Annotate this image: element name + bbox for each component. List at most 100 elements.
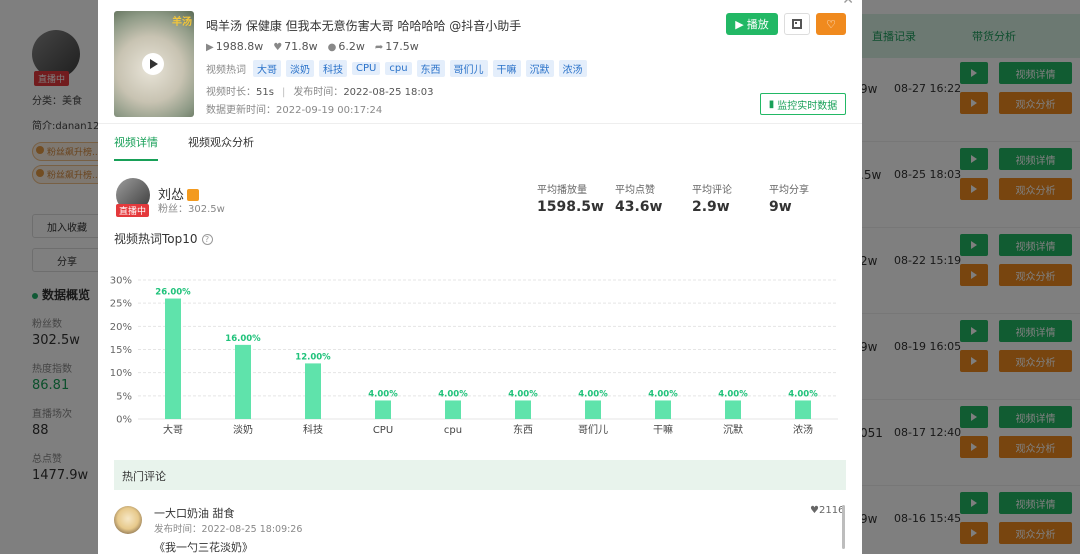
author-live-badge: 直播中: [116, 204, 150, 217]
comment-count: ● 6.2w: [327, 40, 365, 53]
bar[interactable]: [515, 400, 531, 419]
bar[interactable]: [585, 400, 601, 419]
author-name[interactable]: 刘怂: [158, 184, 200, 203]
video-detail-modal: ✕ 羊汤 喝羊汤 保健康 但我本无意伤害大哥 哈哈哈哈 @抖音小助手 ▶ 1988…: [98, 0, 862, 554]
update-time: 数据更新时间：2022-09-19 00:17:24: [206, 105, 383, 116]
close-icon[interactable]: ✕: [842, 0, 854, 8]
play-count: ▶ 1988.8w: [206, 40, 264, 53]
avg-plays: 平均播放量 1598.5w: [537, 185, 604, 215]
x-tick-label: 东西: [513, 423, 533, 436]
hot-word-tag[interactable]: 淡奶: [286, 60, 314, 77]
favorite-button[interactable]: ♡: [816, 13, 846, 35]
bar-value-label: 4.00%: [438, 389, 468, 399]
comment-icon: ●: [327, 42, 337, 53]
like-count: ♥ 71.8w: [273, 40, 318, 53]
y-tick-label: 10%: [110, 368, 132, 379]
author-info: 直播中 刘怂 粉丝：302.5w: [114, 178, 244, 218]
x-tick-label: CPU: [373, 425, 393, 436]
chart-title: 视频热词Top10?: [114, 230, 213, 247]
hot-word-tag[interactable]: 科技: [319, 60, 347, 77]
comments-scrollbar[interactable]: [842, 505, 845, 549]
avg-shares: 平均分享 9w: [769, 185, 809, 215]
bar-value-label: 12.00%: [295, 352, 331, 362]
video-title: 喝羊汤 保健康 但我本无意伤害大哥 哈哈哈哈 @抖音小助手: [206, 19, 522, 33]
thumbnail-tag: 羊汤: [172, 17, 192, 28]
tab-video-detail[interactable]: 视频详情: [114, 134, 158, 161]
comment-likes: ♥2116: [810, 505, 845, 516]
bar-value-label: 4.00%: [578, 389, 608, 399]
bar-value-label: 4.00%: [718, 389, 748, 399]
x-tick-label: 科技: [303, 423, 323, 436]
hot-word-tag[interactable]: 浓汤: [558, 60, 587, 77]
share-icon: ➦: [374, 42, 384, 53]
bar-value-label: 4.00%: [648, 389, 678, 399]
heart-outline-icon: ♡: [826, 17, 836, 31]
bar-chart-icon: ▮: [768, 98, 775, 110]
x-tick-label: 淡奶: [233, 424, 253, 436]
video-stats: ▶ 1988.8w ♥ 71.8w ● 6.2w ➦ 17.5w: [206, 40, 419, 53]
hot-words-bar-chart: 0% 5% 10% 15% 20% 25% 30% 26.00% 大哥 16.00% 淡奶 12.00…: [110, 276, 838, 436]
bar-value-label: 26.00%: [155, 288, 191, 298]
bar-value-label: 4.00%: [368, 389, 398, 399]
play-icon[interactable]: [142, 53, 164, 75]
comment-avatar[interactable]: [114, 506, 142, 534]
hot-word-tag[interactable]: 沉默: [525, 60, 554, 77]
bar[interactable]: [795, 400, 811, 419]
x-tick-label: 浓汤: [793, 423, 813, 436]
hot-word-tag[interactable]: 干嘛: [492, 60, 521, 77]
tab-audience-analysis[interactable]: 视频观众分析: [188, 136, 254, 149]
bar[interactable]: [375, 400, 391, 419]
hot-words-label: 视频热词: [206, 65, 246, 76]
qr-code-button[interactable]: [784, 13, 810, 35]
y-tick-label: 20%: [110, 322, 132, 333]
comment-user: 一大口奶油 甜食: [154, 507, 235, 520]
play-button[interactable]: ▶ 播放: [726, 13, 778, 35]
video-hot-words: 视频热词 大哥 淡奶 科技 CPU cpu 东西 哥们儿 干嘛 沉默 浓汤: [206, 60, 587, 77]
bar[interactable]: [305, 363, 321, 419]
verified-badge-icon: [187, 188, 200, 201]
share-count: ➦ 17.5w: [374, 40, 419, 53]
bar[interactable]: [235, 344, 251, 419]
video-meta: 视频时长：51s | 发布时间：2022-08-25 18:03: [206, 87, 434, 98]
play-count-icon: ▶: [206, 42, 214, 53]
hot-word-tag[interactable]: 东西: [416, 60, 445, 77]
hot-word-tag[interactable]: CPU: [352, 62, 381, 75]
comment-text: 《我一勺三花淡奶》: [154, 541, 253, 554]
bar[interactable]: [165, 298, 181, 419]
bar[interactable]: [725, 400, 741, 419]
x-tick-label: 哥们儿: [578, 423, 608, 436]
video-duration: 51s: [256, 87, 274, 98]
hot-word-tag[interactable]: 大哥: [253, 60, 281, 77]
video-header: 羊汤 喝羊汤 保健康 但我本无意伤害大哥 哈哈哈哈 @抖音小助手 ▶ 1988.8…: [114, 11, 846, 119]
monitor-realtime-button[interactable]: ▮ 监控实时数据: [760, 93, 846, 115]
y-tick-label: 30%: [110, 276, 132, 287]
bar-value-label: 4.00%: [788, 389, 818, 399]
comment-time: 发布时间：2022-08-25 18:09:26: [154, 524, 303, 535]
bar-value-label: 16.00%: [225, 334, 261, 344]
y-tick-label: 5%: [116, 391, 132, 402]
x-tick-label: 大哥: [163, 423, 183, 436]
heart-icon: ♥: [810, 505, 819, 516]
hot-word-tag[interactable]: 哥们儿: [449, 60, 488, 77]
y-tick-label: 25%: [110, 299, 132, 310]
avg-comments: 平均评论 2.9w: [692, 185, 732, 215]
x-tick-label: cpu: [444, 425, 462, 436]
publish-time: 2022-08-25 18:03: [343, 87, 434, 98]
bar[interactable]: [655, 400, 671, 419]
divider: [98, 123, 862, 124]
y-tick-label: 0%: [116, 415, 132, 426]
avg-likes: 平均点赞 43.6w: [615, 185, 663, 215]
bar[interactable]: [445, 400, 461, 419]
bar-value-label: 4.00%: [508, 389, 538, 399]
y-tick-label: 15%: [110, 345, 132, 356]
hot-comments-header: 热门评论: [114, 460, 846, 490]
x-tick-label: 沉默: [723, 423, 743, 436]
hot-word-tag[interactable]: cpu: [385, 62, 412, 75]
qr-code-icon: [792, 19, 802, 29]
x-tick-label: 干嘛: [653, 423, 673, 436]
heart-icon: ♥: [273, 42, 283, 53]
detail-tabs: 视频详情 视频观众分析: [114, 134, 254, 161]
video-thumbnail[interactable]: 羊汤: [114, 11, 194, 117]
help-icon[interactable]: ?: [201, 234, 213, 245]
author-fans: 粉丝：302.5w: [158, 204, 225, 215]
